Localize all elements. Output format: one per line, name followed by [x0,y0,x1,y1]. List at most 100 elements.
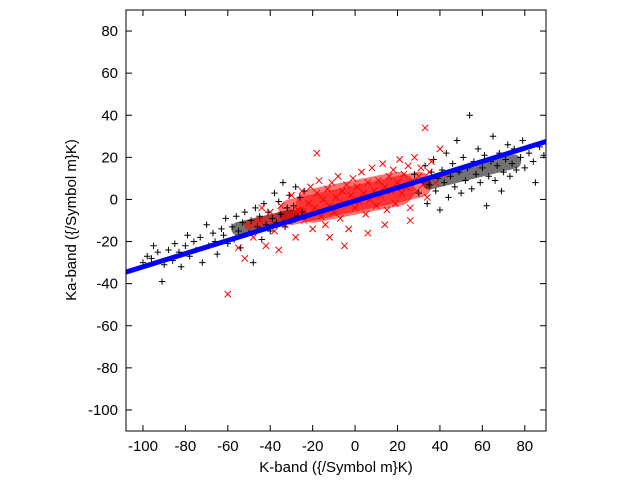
cross-marker [294,206,302,214]
plus-marker [235,227,242,235]
plot-area [126,10,546,431]
y-tick-label: -80 [96,360,118,377]
cross-marker [396,155,404,164]
cross-marker [287,191,296,199]
cross-marker [328,179,336,187]
cross-marker [432,179,440,187]
tick-labels: -100 -80 -60 -40 -20 0 20 40 60 80 -100 -80 -60 -40 -2… [88,23,533,455]
x-tick-label: -60 [217,438,239,455]
plus-marker [508,160,516,167]
plus-marker [150,242,157,249]
plus-marker [445,194,452,201]
plus-marker [440,179,448,186]
cross-marker [436,145,444,153]
plus-marker [426,181,433,188]
black-cloud-right [422,154,522,190]
cross-marker [323,185,332,193]
cross-marker [406,204,414,212]
plus-marker [532,179,539,186]
plus-marker [491,177,499,184]
plus-marker [148,255,155,262]
plus-marker [177,263,185,271]
plus-marker [517,154,524,161]
plus-marker [190,238,198,245]
x-tick-label: -80 [175,438,197,455]
x-tick-label: -20 [302,438,324,455]
cross-marker [425,168,433,176]
plus-marker [182,242,189,249]
cross-marker [362,210,370,218]
plus-marker [500,168,507,176]
cross-marker [368,164,376,172]
plus-marker [228,223,236,231]
cross-marker [298,187,306,195]
plus-marker [284,204,291,212]
cross-marker [385,172,393,180]
cross-marker [404,162,412,170]
plus-marker [472,170,480,178]
y-tick-label: -100 [88,402,118,419]
plus-marker [184,232,191,239]
plus-marker [247,217,255,224]
plus-marker [269,215,276,222]
cross-marker [389,166,397,174]
plus-marker [214,250,221,258]
plus-marker [447,173,454,180]
plus-marker [504,141,512,148]
plus-marker [449,160,456,167]
plus-marker [483,202,490,209]
y-tick-label: 0 [110,191,118,208]
plus-marker [222,215,229,222]
y-tick-label: 40 [101,107,118,124]
plus-marker [209,229,217,237]
cross-marker [421,124,429,132]
cross-marker [336,214,344,222]
cross-marker [423,193,431,201]
plus-marker [521,164,528,172]
data-points [139,112,546,298]
plus-marker [502,156,509,163]
plus-marker [498,187,505,195]
cross-marker [410,153,419,161]
plus-marker [241,208,248,216]
cross-marker [332,193,340,201]
plus-marker [233,213,240,220]
plus-marker [462,177,469,184]
plus-marker [271,189,278,197]
y-tick-label: -40 [96,276,118,293]
plus-marker [530,158,537,165]
cross-marker [353,183,361,191]
plus-marker [468,185,475,193]
x-tick-label: -40 [259,438,281,455]
plus-marker [256,213,263,220]
x-tick-label: -100 [128,438,158,455]
regression-line [126,139,546,275]
cross-marker [334,172,342,180]
plus-marker [154,248,162,256]
fit-line [126,139,546,275]
cross-marker [340,242,349,250]
y-axis-label: Ka-band ({/Symbol m}K) [63,139,80,301]
plus-marker [481,152,488,159]
cross-marker [266,208,274,216]
cross-marker [256,216,264,225]
plus-marker [489,133,497,140]
cross-marker [343,181,351,189]
cross-marker [309,225,317,233]
y-tick-label: 60 [101,65,118,82]
plus-marker [460,154,467,161]
cross-marker [313,189,321,197]
cross-marker [364,179,372,187]
axis-ticks [126,10,546,431]
plus-marker [540,152,546,159]
cross-marker [313,149,321,157]
x-axis-label: K-band ({/Symbol m}K) [259,459,412,476]
x-tick-label: 80 [516,438,533,455]
cross-marker [398,189,406,197]
plus-marker [494,162,501,169]
plus-marker [144,253,151,260]
plus-marker [277,210,285,218]
cross-marker [345,225,353,233]
plus-marker [513,166,520,174]
